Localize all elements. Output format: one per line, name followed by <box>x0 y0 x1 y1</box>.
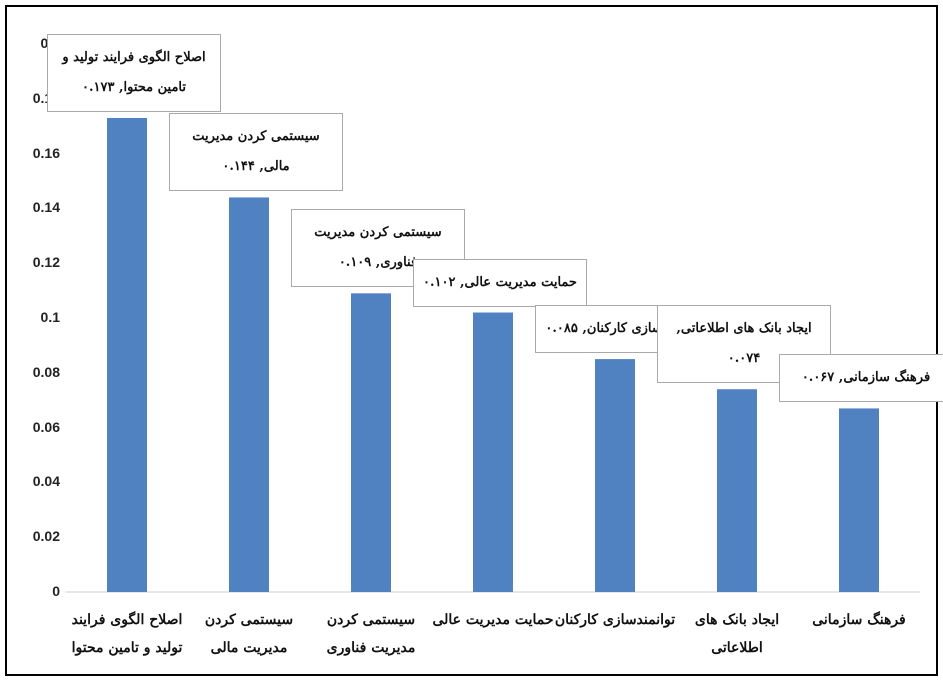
y-tick-label: 0.08 <box>10 364 60 380</box>
bar <box>595 359 635 592</box>
y-tick-label: 0.16 <box>10 145 60 161</box>
x-tick-label: ایجاد بانک های اطلاعاتی <box>675 606 799 662</box>
x-tick-label: سیستمی کردن مدیریت مالی <box>187 606 311 662</box>
y-tick-label: 0.06 <box>10 419 60 435</box>
chart: 00.020.040.060.080.10.120.140.160.180.2ا… <box>0 0 943 681</box>
data-label: حمایت مدیریت عالی, ۰.۱۰۲ <box>413 259 587 307</box>
x-tick-label: سیستمی کردن مدیریت فناوری <box>309 606 433 662</box>
y-tick-label: 0.1 <box>10 309 60 325</box>
y-tick-label: 0 <box>10 583 60 599</box>
y-tick-label: 0.02 <box>10 528 60 544</box>
data-label: سیستمی کردن مدیریت مالی, ۰.۱۴۴ <box>169 113 343 191</box>
bar <box>839 408 879 592</box>
bar <box>473 313 513 592</box>
y-tick-label: 0.14 <box>10 199 60 215</box>
bar <box>107 118 147 592</box>
y-tick-label: 0.12 <box>10 254 60 270</box>
y-tick-label: 0.04 <box>10 473 60 489</box>
bar <box>351 293 391 592</box>
data-label: اصلاح الگوی فرایند تولید و تامین محتوا, … <box>47 34 221 112</box>
x-tick-label: حمایت مدیریت عالی <box>431 606 555 634</box>
data-label: فرهنگ سازمانی, ۰.۰۶۷ <box>779 354 943 402</box>
x-tick-label: اصلاح الگوی فرایند تولید و تامین محتوا <box>65 606 189 662</box>
bar <box>229 197 269 592</box>
x-tick-label: توانمندسازی کارکنان <box>553 606 677 634</box>
x-tick-label: فرهنگ سازمانی <box>797 606 921 634</box>
bar <box>717 389 757 592</box>
